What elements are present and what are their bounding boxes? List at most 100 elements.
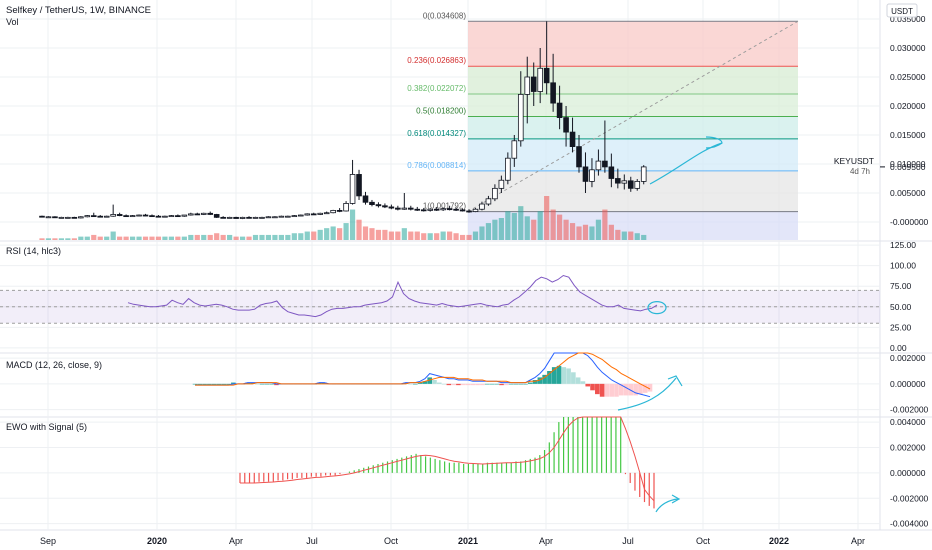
candle[interactable] (556, 85, 563, 130)
candle[interactable] (97, 215, 104, 218)
candle[interactable] (459, 208, 466, 212)
candle[interactable] (52, 216, 58, 219)
candle[interactable] (336, 208, 343, 213)
candle[interactable] (589, 158, 595, 188)
candle[interactable] (304, 213, 311, 216)
candlestick-series[interactable] (39, 21, 647, 220)
candle[interactable] (317, 212, 324, 216)
candle[interactable] (285, 215, 291, 218)
candle[interactable] (498, 175, 505, 193)
candle[interactable] (569, 117, 576, 153)
candle[interactable] (395, 205, 401, 211)
candle[interactable] (259, 216, 265, 219)
candle[interactable] (433, 206, 440, 211)
candle[interactable] (550, 53, 556, 112)
candle[interactable] (349, 159, 356, 205)
candle[interactable] (362, 191, 369, 205)
candle[interactable] (602, 120, 608, 173)
candle[interactable] (330, 209, 336, 214)
candle[interactable] (382, 203, 388, 209)
candle[interactable] (576, 135, 582, 173)
candle[interactable] (149, 214, 155, 218)
candle[interactable] (168, 215, 175, 218)
candle[interactable] (162, 215, 168, 218)
candle[interactable] (233, 216, 239, 219)
currency-button[interactable]: USDT (891, 7, 913, 16)
candle[interactable] (116, 212, 123, 217)
candle[interactable] (175, 214, 181, 218)
candle[interactable] (543, 21, 550, 95)
candle[interactable] (310, 212, 317, 216)
candle[interactable] (207, 211, 214, 216)
candle[interactable] (511, 135, 518, 167)
candle[interactable] (71, 216, 78, 219)
candle[interactable] (453, 207, 459, 211)
currency-button-frame[interactable] (886, 3, 918, 18)
candle[interactable] (369, 199, 375, 207)
candle[interactable] (472, 208, 479, 213)
candle[interactable] (90, 212, 97, 218)
candle[interactable] (239, 216, 246, 220)
candle[interactable] (142, 213, 149, 217)
candle[interactable] (485, 195, 492, 206)
candle[interactable] (110, 204, 116, 217)
candle[interactable] (466, 209, 472, 213)
candle[interactable] (627, 176, 634, 192)
candle[interactable] (420, 208, 427, 212)
candle[interactable] (272, 216, 278, 219)
candle[interactable] (297, 214, 304, 217)
candle[interactable] (446, 205, 453, 211)
candle[interactable] (123, 214, 129, 218)
candle[interactable] (278, 215, 285, 218)
candle[interactable] (188, 212, 194, 216)
candle[interactable] (226, 216, 233, 219)
candle[interactable] (388, 204, 395, 210)
candle[interactable] (136, 214, 142, 217)
candle[interactable] (200, 212, 207, 216)
candle[interactable] (265, 216, 272, 219)
candle[interactable] (479, 201, 485, 211)
candle[interactable] (194, 212, 201, 216)
candle[interactable] (129, 215, 136, 218)
candle[interactable] (58, 216, 65, 219)
candle[interactable] (524, 56, 531, 124)
candle[interactable] (582, 152, 589, 193)
candle[interactable] (39, 215, 45, 218)
candle[interactable] (427, 208, 433, 212)
candle[interactable] (65, 216, 71, 219)
candle[interactable] (492, 184, 498, 202)
candle[interactable] (103, 215, 110, 218)
candle[interactable] (246, 216, 252, 219)
symbol-title[interactable]: Selfkey / TetherUS, 1W, BINANCE (6, 5, 151, 16)
fib-retracement[interactable]: 0(0.034608) 0.236(0.026863) 0.382(0.022072… (407, 11, 799, 240)
candle[interactable] (407, 205, 414, 211)
candle[interactable] (537, 48, 543, 104)
candle[interactable] (213, 213, 220, 218)
candle[interactable] (291, 215, 298, 218)
candle[interactable] (401, 193, 408, 210)
candle[interactable] (615, 168, 621, 189)
candle[interactable] (356, 169, 362, 200)
candle[interactable] (621, 174, 628, 190)
candle[interactable] (563, 106, 569, 147)
candle[interactable] (517, 71, 524, 147)
candle[interactable] (414, 206, 421, 211)
candle[interactable] (78, 216, 84, 219)
candle[interactable] (634, 179, 641, 191)
candle[interactable] (181, 214, 188, 217)
candle[interactable] (375, 202, 382, 208)
candle[interactable] (84, 215, 91, 218)
candle[interactable] (440, 207, 446, 211)
candle[interactable] (155, 215, 162, 218)
candle[interactable] (595, 149, 602, 176)
candle[interactable] (505, 152, 511, 185)
candle[interactable] (45, 216, 52, 219)
candle[interactable] (608, 153, 615, 188)
candle[interactable] (640, 165, 647, 185)
candle[interactable] (530, 62, 537, 107)
candle[interactable] (343, 201, 349, 212)
candle[interactable] (220, 216, 226, 219)
candle[interactable] (252, 216, 259, 219)
candle[interactable] (323, 211, 330, 215)
